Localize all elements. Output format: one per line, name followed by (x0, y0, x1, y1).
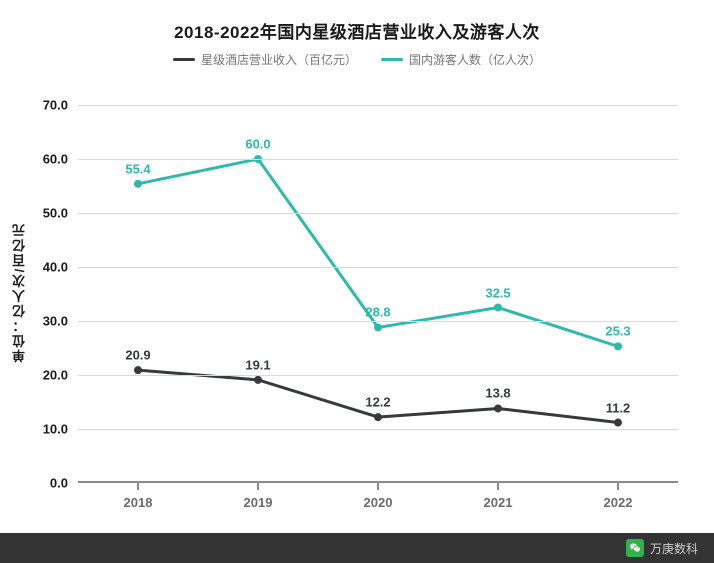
chart-legend: 星级酒店营业收入（百亿元） 国内游客人数（亿人次） (0, 51, 714, 68)
data-point (614, 342, 622, 350)
y-tick-label: 40.0 (43, 260, 78, 275)
data-label: 11.2 (606, 400, 631, 415)
data-point (134, 180, 142, 188)
footer-brand: 万庚数科 (650, 540, 698, 557)
x-tick (377, 483, 379, 490)
grid-line (78, 159, 678, 160)
x-tick-label: 2019 (244, 495, 273, 510)
plot-area: 0.010.020.030.040.050.060.070.0201820192… (78, 78, 678, 483)
legend-label: 国内游客人数（亿人次） (409, 51, 541, 68)
data-label: 25.3 (605, 324, 630, 339)
y-tick-label: 20.0 (43, 368, 78, 383)
data-label: 55.4 (125, 161, 150, 176)
y-tick-label: 70.0 (43, 98, 78, 113)
data-label: 32.5 (485, 285, 510, 300)
grid-line (78, 105, 678, 106)
x-tick (137, 483, 139, 490)
y-axis-title: 单位：亿人次/百亿元 (10, 221, 29, 362)
data-label: 19.1 (245, 357, 270, 372)
x-tick-label: 2022 (604, 495, 633, 510)
grid-line (78, 321, 678, 322)
data-point (134, 366, 142, 374)
data-label: 60.0 (245, 137, 270, 152)
y-tick-label: 50.0 (43, 206, 78, 221)
grid-line (78, 213, 678, 214)
grid-line (78, 267, 678, 268)
data-label: 28.8 (365, 305, 390, 320)
legend-item-revenue: 星级酒店营业收入（百亿元） (173, 51, 357, 68)
data-label: 20.9 (125, 348, 150, 363)
legend-swatch-icon (381, 58, 403, 61)
x-tick (497, 483, 499, 490)
y-tick-label: 0.0 (50, 476, 78, 491)
wechat-icon (626, 539, 644, 557)
y-tick-label: 30.0 (43, 314, 78, 329)
y-tick-label: 60.0 (43, 152, 78, 167)
data-label: 12.2 (365, 395, 390, 410)
data-point (374, 323, 382, 331)
legend-label: 星级酒店营业收入（百亿元） (201, 51, 357, 68)
x-tick (257, 483, 259, 490)
line-chart-svg (78, 78, 678, 483)
data-point (614, 419, 622, 427)
chart-title: 2018-2022年国内星级酒店营业收入及游客人次 (0, 0, 714, 43)
data-point (374, 413, 382, 421)
x-tick (617, 483, 619, 490)
x-tick-label: 2018 (124, 495, 153, 510)
x-tick-label: 2021 (484, 495, 513, 510)
data-point (494, 304, 502, 312)
data-point (494, 404, 502, 412)
chart-container: 2018-2022年国内星级酒店营业收入及游客人次 星级酒店营业收入（百亿元） … (0, 0, 714, 530)
legend-swatch-icon (173, 58, 195, 61)
x-tick-label: 2020 (364, 495, 393, 510)
grid-line (78, 429, 678, 430)
data-point (254, 376, 262, 384)
legend-item-tourists: 国内游客人数（亿人次） (381, 51, 541, 68)
data-label: 13.8 (485, 386, 510, 401)
footer-bar: 万庚数科 (0, 533, 714, 563)
grid-line (78, 375, 678, 376)
y-tick-label: 10.0 (43, 422, 78, 437)
